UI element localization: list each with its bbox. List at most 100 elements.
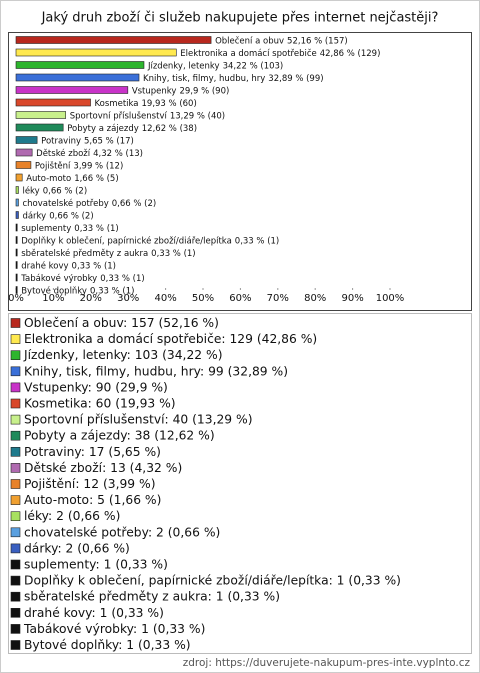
bar-category: Auto-moto [26, 174, 71, 184]
bar [15, 148, 33, 157]
legend-swatch [10, 511, 21, 522]
bar-value-label: 19,93 % (60) [142, 99, 197, 109]
bar-category: Knihy, tisk, filmy, hudbu, hry [143, 74, 265, 84]
legend-label: Knihy, tisk, filmy, hudbu, hry: 99 (32,8… [24, 364, 288, 378]
bar-label: Tabákové výrobky 0,33 % (1) [20, 273, 144, 284]
bar-category: chovatelské potřeby [22, 198, 108, 209]
bar [15, 136, 38, 144]
bar-category: Pojištění [35, 160, 71, 171]
legend-frame [8, 313, 472, 654]
x-tick-label: 50% [192, 293, 214, 304]
x-tick-label: 80% [304, 293, 326, 304]
bar-value-label: 4,32 % (13) [93, 149, 143, 159]
bar [15, 161, 32, 169]
bar [15, 61, 145, 69]
bar [15, 198, 19, 207]
bar-label: suplementy 0,33 % (1) [21, 224, 119, 234]
bar-category: drahé kovy [21, 260, 68, 271]
legend-label: Auto-moto: 5 (1,66 %) [24, 493, 161, 507]
bar [15, 36, 212, 44]
legend-swatch [10, 591, 21, 602]
legend-swatch [10, 318, 21, 328]
bar-value-label: 0,33 % (1) [151, 249, 195, 259]
legend-swatch [10, 559, 21, 570]
bar-label: chovatelské potřeby 0,66 % (2) [22, 198, 156, 209]
bar-category: Tabákové výrobky [20, 273, 97, 284]
bar-value-label: 29,9 % (90) [179, 86, 229, 96]
legend-swatch [10, 607, 21, 618]
bar-value-label: 12,62 % (38) [142, 124, 197, 134]
bar [15, 236, 18, 244]
bar-label: dárky 0,66 % (2) [22, 211, 93, 221]
legend-label: Jízdenky, letenky: 103 (34,22 %) [23, 348, 223, 362]
bar-label: Jízdenky, letenky 34,22 % (103) [147, 61, 283, 71]
bar-category: Kosmetika [95, 99, 139, 109]
x-tick-label: 30% [117, 293, 139, 304]
bar [15, 123, 64, 132]
legend-swatch [10, 575, 21, 586]
legend-swatch [10, 414, 21, 425]
legend-swatch [10, 366, 21, 377]
bar-value-label: 1,66 % (5) [74, 174, 118, 184]
legend-swatch [10, 479, 21, 489]
bar-label: Pobyty a zájezdy 12,62 % (38) [67, 124, 197, 134]
bar-value-label: 0,33 % (1) [90, 286, 134, 296]
legend-label: dárky: 2 (0,66 %) [24, 541, 130, 555]
legend-swatch [10, 446, 21, 457]
x-tick-label: 0% [8, 293, 24, 304]
legend-label: Potraviny: 17 (5,65 %) [24, 445, 161, 459]
legend-label: Doplňky k oblečení, papírnické zboží/diá… [24, 574, 401, 588]
bar-category: Sportovní příslušenství [70, 110, 168, 121]
bar-category: Doplňky k oblečení, papírnické zboží/diá… [21, 235, 232, 246]
legend-label: chovatelské potřeby: 2 (0,66 %) [24, 525, 220, 539]
bar-category: Dětské zboží [36, 148, 91, 159]
bar-value-label: 52,16 % (157) [287, 36, 348, 46]
bar [15, 286, 18, 294]
bar-category: Elektronika a domácí spotřebiče [180, 48, 316, 59]
legend-label: drahé kovy: 1 (0,33 %) [24, 606, 164, 620]
legend-label: Kosmetika: 60 (19,93 %) [24, 397, 176, 411]
bar-category: dárky [22, 211, 46, 221]
legend-swatch [10, 640, 21, 650]
x-tick-label: 70% [267, 293, 289, 304]
x-tick-label: 20% [80, 293, 102, 304]
bar-label: Potraviny 5,65 % (17) [41, 136, 134, 146]
bar-label: Sportovní příslušenství 13,29 % (40) [70, 110, 225, 121]
x-tick-label: 90% [341, 293, 363, 304]
bar-category: Bytové doplňky [21, 285, 87, 296]
legend-label: sběratelské předměty z aukra: 1 (0,33 %) [24, 590, 280, 604]
bar-value-label: 0,33 % (1) [72, 261, 116, 271]
bar-value-label: 5,65 % (17) [84, 136, 134, 146]
bar [15, 273, 18, 282]
legend-swatch [10, 527, 21, 538]
legend-swatch [10, 350, 21, 361]
legend-swatch [10, 382, 21, 393]
legend-label: Vstupenky: 90 (29,9 %) [24, 380, 168, 394]
legend-swatch [10, 334, 21, 344]
legend-label: Dětské zboží: 13 (4,32 %) [24, 461, 182, 475]
legend-swatch [10, 624, 21, 634]
x-tick-label: 10% [42, 293, 64, 304]
legend-swatch [10, 495, 21, 505]
bar [15, 248, 18, 257]
legend-label: Bytové doplňky: 1 (0,33 %) [24, 638, 191, 652]
bar-category: Vstupenky [132, 86, 177, 96]
bar [15, 73, 140, 82]
bar-value-label: 0,33 % (1) [235, 236, 279, 246]
bar-value-label: 3,99 % (12) [73, 161, 123, 171]
legend-label: suplementy: 1 (0,33 %) [24, 558, 168, 572]
bar-value-label: 13,29 % (40) [170, 111, 225, 121]
legend-label: léky: 2 (0,66 %) [24, 509, 120, 523]
bar-label: Doplňky k oblečení, papírnické zboží/diá… [21, 235, 279, 246]
bar [15, 261, 18, 269]
bar-category: Pobyty a zájezdy [67, 124, 139, 134]
bar-value-label: 0,66 % (2) [112, 199, 156, 209]
bar-label: léky 0,66 % (2) [22, 185, 87, 196]
x-tick-label: 40% [154, 293, 176, 304]
source-note: zdroj: https://duverujete-nakupum-pres-i… [183, 657, 471, 669]
x-tick-label: 60% [229, 293, 251, 304]
legend-label: Tabákové výrobky: 1 (0,33 %) [23, 622, 205, 636]
bar-label: Bytové doplňky 0,33 % (1) [21, 285, 134, 296]
bar-label: Oblečení a obuv 52,16 % (157) [215, 35, 348, 46]
bar-label: Auto-moto 1,66 % (5) [26, 174, 118, 184]
